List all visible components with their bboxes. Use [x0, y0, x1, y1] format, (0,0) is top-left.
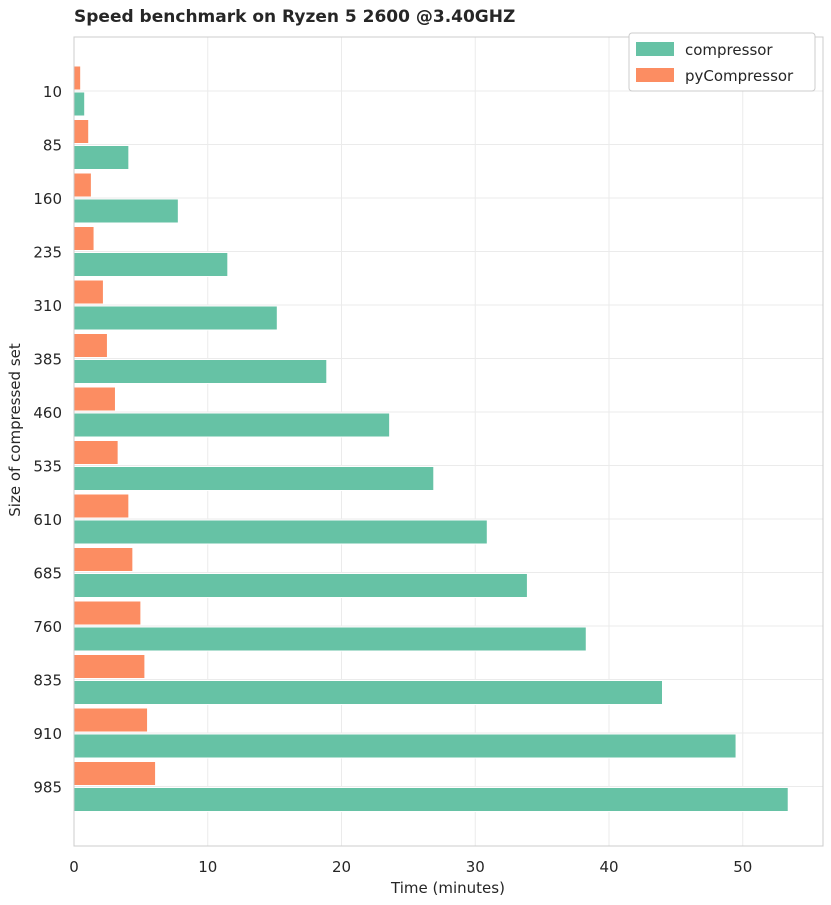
y-tick-label: 910 — [33, 725, 62, 743]
x-tick-labels: 0 10 20 30 40 50 — [69, 858, 752, 876]
legend-box — [628, 32, 816, 92]
bar-compressor — [73, 466, 435, 491]
bar-compressor — [73, 519, 488, 545]
bar-compressor — [73, 198, 179, 224]
bar-compressor — [73, 787, 789, 812]
y-tick-label: 610 — [33, 511, 62, 529]
x-tick-label: 20 — [332, 858, 351, 876]
y-tick-label: 310 — [33, 297, 62, 315]
y-tick-label: 160 — [33, 190, 62, 208]
bar-pycompressor — [73, 654, 146, 679]
bar-compressor — [73, 305, 278, 331]
x-tick-label: 50 — [733, 858, 752, 876]
bar-pycompressor — [73, 333, 108, 358]
bar-compressor — [73, 145, 130, 170]
y-tick-label: 760 — [33, 618, 62, 636]
bar-pycompressor — [73, 440, 119, 465]
bar-compressor — [73, 252, 229, 277]
bar-compressor — [73, 680, 663, 705]
x-tick-label: 40 — [599, 858, 618, 876]
bar-compressor — [73, 626, 587, 652]
legend-swatch-pycompressor — [636, 68, 674, 82]
bar-pycompressor — [73, 279, 104, 305]
y-tick-label: 535 — [33, 458, 62, 476]
bars — [73, 65, 789, 812]
bar-pycompressor — [73, 386, 116, 412]
y-tick-labels: 10 85 160 235 310 385 460 535 610 685 760 835 910 985 — [33, 83, 62, 797]
y-tick-label: 460 — [33, 404, 62, 422]
y-tick-label: 385 — [33, 351, 62, 369]
bar-pycompressor — [73, 65, 82, 91]
legend-swatch-compressor — [636, 42, 674, 56]
bar-compressor — [73, 359, 328, 384]
y-tick-label: 685 — [33, 565, 62, 583]
y-tick-label: 985 — [33, 779, 62, 797]
chart-title: Speed benchmark on Ryzen 5 2600 @3.40GHZ — [74, 7, 515, 27]
y-tick-label: 85 — [43, 137, 62, 155]
plot-frame — [73, 36, 824, 847]
x-tick-label: 0 — [69, 858, 79, 876]
y-tick-label: 10 — [43, 83, 62, 101]
bar-pycompressor — [73, 226, 95, 251]
bar-compressor — [73, 91, 86, 117]
x-axis-label: Time (minutes) — [390, 879, 505, 897]
bar-pycompressor — [73, 172, 92, 198]
bar-compressor — [73, 733, 737, 759]
legend-label-compressor: compressor — [685, 41, 773, 59]
bar-pycompressor — [73, 493, 130, 519]
bar-pycompressor — [73, 761, 157, 786]
bar-compressor — [73, 573, 528, 598]
bar-pycompressor — [73, 119, 90, 144]
legend-label-pycompressor: pyCompressor — [685, 67, 794, 85]
y-tick-label: 835 — [33, 672, 62, 690]
bar-compressor — [73, 412, 391, 438]
x-tick-label: 30 — [466, 858, 485, 876]
legend: compressor pyCompressor — [628, 32, 816, 92]
bar-pycompressor — [73, 547, 134, 572]
bar-pycompressor — [73, 600, 142, 626]
y-tick-label: 235 — [33, 244, 62, 262]
bar-pycompressor — [73, 707, 149, 733]
grid-lines — [73, 37, 823, 846]
y-axis-label: Size of compressed set — [6, 343, 24, 517]
x-tick-label: 10 — [198, 858, 217, 876]
